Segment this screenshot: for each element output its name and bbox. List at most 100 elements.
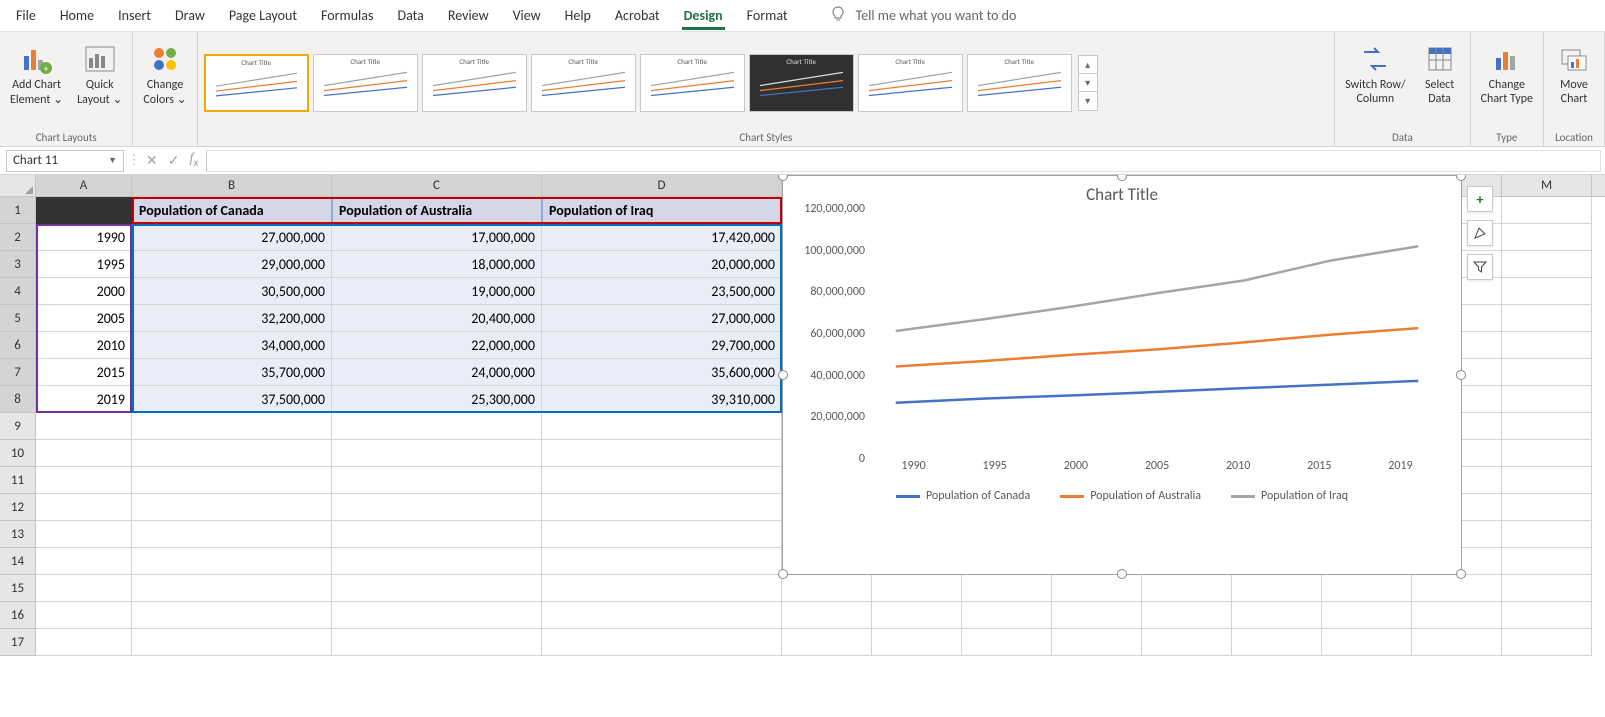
cell[interactable] <box>332 521 542 548</box>
row-header[interactable]: 8 <box>0 386 36 413</box>
chart-elements-button[interactable]: + <box>1467 186 1493 212</box>
cell[interactable] <box>1502 224 1592 251</box>
cell[interactable]: 25,300,000 <box>332 386 542 413</box>
chart-styles-button[interactable] <box>1467 220 1493 246</box>
cell[interactable] <box>1502 413 1592 440</box>
resize-handle[interactable] <box>1117 569 1127 579</box>
cell[interactable] <box>1232 629 1322 656</box>
menu-tab-file[interactable]: File <box>4 1 48 30</box>
cell[interactable] <box>1142 629 1232 656</box>
menu-tab-view[interactable]: View <box>501 1 553 30</box>
cell[interactable] <box>36 494 132 521</box>
cell[interactable] <box>36 575 132 602</box>
move-chart-button[interactable]: Move Chart <box>1550 36 1598 110</box>
cell[interactable] <box>132 575 332 602</box>
legend-item[interactable]: Population of Canada <box>896 489 1030 503</box>
add-chart-element-button[interactable]: + Add Chart Element ⌄ <box>6 36 67 111</box>
cell[interactable] <box>542 467 782 494</box>
cell[interactable] <box>1502 548 1592 575</box>
cell[interactable] <box>1412 575 1502 602</box>
chart-style-thumb[interactable]: Chart Title <box>858 54 963 112</box>
cell[interactable] <box>872 575 962 602</box>
cell[interactable] <box>542 521 782 548</box>
change-colors-button[interactable]: Change Colors ⌄ <box>139 36 190 111</box>
cell[interactable] <box>36 467 132 494</box>
chart-legend[interactable]: Population of CanadaPopulation of Austra… <box>783 479 1461 515</box>
cell[interactable]: 35,700,000 <box>132 359 332 386</box>
cell[interactable] <box>1502 359 1592 386</box>
cell[interactable] <box>132 467 332 494</box>
chart-style-thumb[interactable]: Chart Title <box>749 54 854 112</box>
cell[interactable] <box>36 629 132 656</box>
menu-tab-page-layout[interactable]: Page Layout <box>217 1 309 30</box>
cell[interactable] <box>962 602 1052 629</box>
cell[interactable]: 17,000,000 <box>332 224 542 251</box>
chart-style-thumb[interactable]: Chart Title <box>422 54 527 112</box>
row-header[interactable]: 13 <box>0 521 36 548</box>
cell[interactable] <box>962 575 1052 602</box>
cell[interactable]: 1995 <box>36 251 132 278</box>
select-data-button[interactable]: Select Data <box>1416 36 1464 110</box>
menu-tab-formulas[interactable]: Formulas <box>309 1 385 30</box>
cell[interactable] <box>1322 575 1412 602</box>
cancel-icon[interactable]: ✕ <box>146 152 158 169</box>
cell[interactable] <box>872 629 962 656</box>
row-header[interactable]: 3 <box>0 251 36 278</box>
cell[interactable]: 35,600,000 <box>542 359 782 386</box>
cell[interactable] <box>132 548 332 575</box>
cell[interactable] <box>1502 602 1592 629</box>
cell[interactable] <box>542 494 782 521</box>
cell[interactable]: 23,500,000 <box>542 278 782 305</box>
menu-tab-acrobat[interactable]: Acrobat <box>603 1 672 30</box>
row-header[interactable]: 5 <box>0 305 36 332</box>
row-header[interactable]: 17 <box>0 629 36 656</box>
row-header[interactable]: 4 <box>0 278 36 305</box>
row-header[interactable]: 1 <box>0 197 36 224</box>
cell[interactable] <box>1232 575 1322 602</box>
cell[interactable] <box>36 521 132 548</box>
legend-item[interactable]: Population of Iraq <box>1231 489 1348 503</box>
scroll-up-icon[interactable]: ▴ <box>1079 56 1097 74</box>
cell[interactable] <box>1502 305 1592 332</box>
cell[interactable] <box>332 413 542 440</box>
cell[interactable] <box>1502 278 1592 305</box>
embedded-chart[interactable]: Chart Title 020,000,00040,000,00060,000,… <box>782 175 1462 575</box>
cell[interactable]: 27,000,000 <box>132 224 332 251</box>
cell[interactable] <box>1052 602 1142 629</box>
cell[interactable] <box>132 629 332 656</box>
cell[interactable]: 18,000,000 <box>332 251 542 278</box>
cell[interactable] <box>132 521 332 548</box>
column-header[interactable]: A <box>36 175 132 196</box>
menu-tab-insert[interactable]: Insert <box>106 1 163 30</box>
row-header[interactable]: 15 <box>0 575 36 602</box>
column-header[interactable]: D <box>542 175 782 196</box>
menu-tab-data[interactable]: Data <box>385 1 435 30</box>
resize-handle[interactable] <box>778 370 788 380</box>
cell[interactable] <box>542 413 782 440</box>
row-header[interactable]: 16 <box>0 602 36 629</box>
menu-tab-home[interactable]: Home <box>48 1 106 30</box>
cell[interactable]: 37,500,000 <box>132 386 332 413</box>
chart-style-thumb[interactable]: Chart Title <box>967 54 1072 112</box>
cell[interactable] <box>962 629 1052 656</box>
chart-plot-area[interactable]: 020,000,00040,000,00060,000,00080,000,00… <box>873 209 1441 479</box>
menu-tab-help[interactable]: Help <box>553 1 603 30</box>
cell[interactable]: Population of Canada <box>132 197 332 224</box>
cell[interactable] <box>132 440 332 467</box>
scroll-down-icon[interactable]: ▾ <box>1079 74 1097 92</box>
chart-series-line[interactable] <box>896 246 1419 331</box>
cell[interactable] <box>1142 575 1232 602</box>
cell[interactable] <box>782 629 872 656</box>
cell[interactable] <box>1142 602 1232 629</box>
cell[interactable] <box>36 197 132 224</box>
switch-row-column-button[interactable]: Switch Row/ Column <box>1341 36 1409 110</box>
column-header[interactable]: M <box>1502 175 1592 196</box>
cell[interactable] <box>542 602 782 629</box>
cell[interactable] <box>1412 629 1502 656</box>
cell[interactable] <box>1502 494 1592 521</box>
menu-tab-review[interactable]: Review <box>436 1 501 30</box>
menu-tab-format[interactable]: Format <box>735 1 800 30</box>
cell[interactable] <box>1322 629 1412 656</box>
cell[interactable] <box>782 602 872 629</box>
cell[interactable] <box>132 494 332 521</box>
